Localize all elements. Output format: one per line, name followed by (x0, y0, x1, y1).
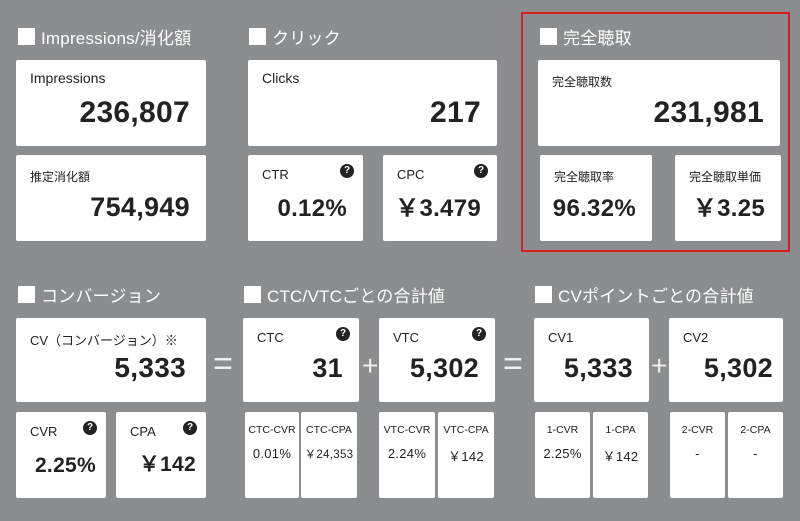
section-impressions: Impressions/消化額 (18, 24, 191, 49)
card-value: 31 (312, 353, 343, 383)
card-cv2[interactable]: CV2 5,302 (669, 318, 783, 402)
card-label: 推定消化額 (30, 170, 91, 184)
card-label: 2-CVR (681, 424, 714, 436)
checkbox-icon (249, 28, 266, 45)
section-title: クリック (272, 29, 341, 48)
card-value: 96.32% (552, 195, 636, 222)
card-value: 2.25% (543, 446, 582, 461)
card-label: CV（コンバージョン）※ (30, 333, 178, 348)
card-value: 217 (430, 96, 481, 129)
section-ctc-vtc-total: CTC/VTCごとの合計値 (244, 282, 445, 307)
help-icon[interactable]: ? (340, 164, 354, 178)
card-cv2-cpa[interactable]: 2-CPA - (728, 412, 783, 498)
card-estimated-spend[interactable]: 推定消化額 754,949 (16, 155, 206, 241)
section-click: クリック (249, 24, 341, 49)
checkbox-icon (18, 28, 35, 45)
card-value: ￥3.479 (395, 195, 481, 222)
card-label: 完全聴取単価 (689, 170, 762, 184)
card-ctr[interactable]: CTR ? 0.12% (248, 155, 363, 241)
card-clicks[interactable]: Clicks 217 (248, 60, 497, 146)
section-conversion: コンバージョン (18, 282, 161, 307)
card-value: 5,333 (563, 353, 633, 383)
card-value: 0.12% (277, 195, 347, 222)
card-value: 5,302 (409, 353, 479, 383)
card-label: CTC-CVR (248, 424, 296, 436)
card-label: CTC (257, 330, 284, 345)
section-title: 完全聴取 (563, 29, 632, 48)
card-complete-view-rate[interactable]: 完全聴取率 96.32% (540, 155, 652, 241)
card-label: Clicks (262, 70, 300, 86)
highlight-frame (521, 12, 790, 252)
card-label: CV2 (683, 330, 709, 345)
card-ctc[interactable]: CTC ? 31 (243, 318, 359, 402)
help-icon[interactable]: ? (183, 421, 197, 435)
card-value: 5,333 (114, 352, 186, 383)
card-value: ￥3.25 (692, 195, 765, 222)
checkbox-icon (535, 286, 552, 303)
card-value: - (695, 446, 700, 461)
section-title: Impressions/消化額 (41, 29, 192, 48)
card-value: ￥24,353 (304, 449, 354, 461)
card-label: 1-CVR (546, 424, 579, 436)
card-cpc[interactable]: CPC ? ￥3.479 (383, 155, 497, 241)
card-value: 231,981 (653, 96, 764, 129)
card-cv1-cpa[interactable]: 1-CPA ￥142 (593, 412, 648, 498)
card-label: VTC-CVR (383, 424, 431, 436)
section-cv-point-total: CVポイントごとの合計値 (535, 282, 754, 307)
equals-sign: = (503, 345, 523, 383)
checkbox-icon (244, 286, 261, 303)
card-vtc[interactable]: VTC ? 5,302 (379, 318, 495, 402)
card-impressions[interactable]: Impressions 236,807 (16, 60, 206, 146)
card-label: CPC (397, 167, 425, 182)
card-label: CVR (30, 424, 58, 439)
card-value: 5,302 (703, 353, 773, 383)
card-label: VTC-CPA (443, 424, 489, 436)
card-value: ￥142 (448, 449, 484, 464)
card-value: ￥142 (138, 453, 196, 476)
help-icon[interactable]: ? (472, 327, 486, 341)
help-icon[interactable]: ? (336, 327, 350, 341)
card-value: - (753, 446, 758, 461)
card-cv[interactable]: CV（コンバージョン）※ 5,333 (16, 318, 206, 402)
section-title: CTC/VTCごとの合計値 (267, 287, 446, 306)
card-label: CV1 (548, 330, 574, 345)
card-value: ￥142 (602, 449, 639, 464)
card-value: 2.24% (387, 446, 427, 461)
plus-sign: + (651, 350, 668, 381)
card-complete-view-count[interactable]: 完全聴取数 231,981 (538, 60, 780, 146)
equals-sign: = (213, 345, 233, 383)
section-title: コンバージョン (41, 287, 162, 306)
checkbox-icon (540, 28, 557, 45)
card-value: 0.01% (252, 446, 292, 461)
section-title: CVポイントごとの合計値 (558, 287, 754, 306)
card-cv1[interactable]: CV1 5,333 (534, 318, 649, 402)
card-label: Impressions (30, 70, 106, 86)
plus-sign: + (362, 350, 379, 381)
card-label: VTC (393, 330, 419, 345)
card-label: 1-CPA (605, 424, 636, 436)
card-cv1-cvr[interactable]: 1-CVR 2.25% (535, 412, 590, 498)
section-complete-view: 完全聴取 (540, 24, 632, 49)
card-label: CPA (130, 424, 156, 439)
card-cpa[interactable]: CPA ? ￥142 (116, 412, 206, 498)
card-label: 完全聴取数 (552, 75, 613, 89)
card-value: 754,949 (90, 192, 190, 222)
help-icon[interactable]: ? (474, 164, 488, 178)
card-value: 236,807 (79, 96, 190, 129)
card-label: 完全聴取率 (554, 170, 615, 184)
card-ctc-cpa[interactable]: CTC-CPA ￥24,353 (301, 412, 357, 498)
card-vtc-cpa[interactable]: VTC-CPA ￥142 (438, 412, 494, 498)
card-label: 2-CPA (740, 424, 771, 436)
card-cvr[interactable]: CVR ? 2.25% (16, 412, 106, 498)
card-vtc-cvr[interactable]: VTC-CVR 2.24% (379, 412, 435, 498)
card-label: CTR (262, 167, 289, 182)
card-label: CTC-CPA (306, 424, 352, 436)
help-icon[interactable]: ? (83, 421, 97, 435)
card-value: 2.25% (34, 454, 96, 477)
card-cv2-cvr[interactable]: 2-CVR - (670, 412, 725, 498)
card-ctc-cvr[interactable]: CTC-CVR 0.01% (245, 412, 299, 498)
card-complete-view-unit-price[interactable]: 完全聴取単価 ￥3.25 (675, 155, 781, 241)
checkbox-icon (18, 286, 35, 303)
